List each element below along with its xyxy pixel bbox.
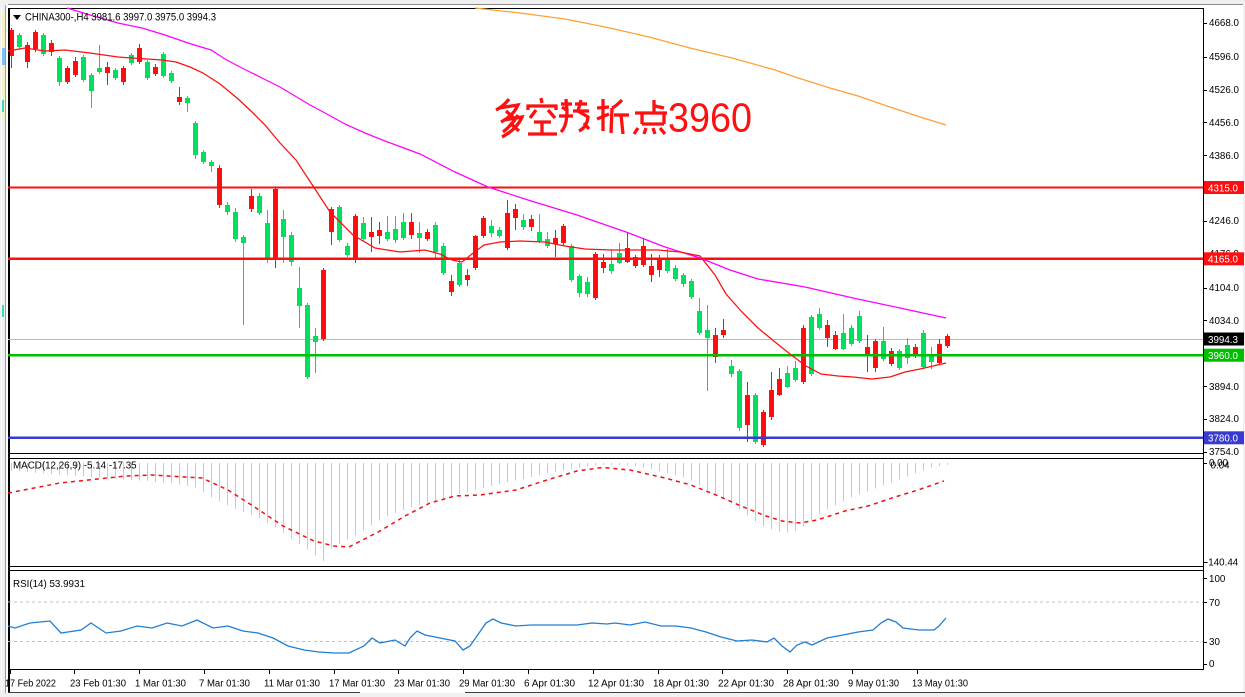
svg-text:23 Feb 01:30: 23 Feb 01:30 — [70, 679, 127, 690]
svg-text:12 Apr 01:30: 12 Apr 01:30 — [588, 679, 645, 690]
svg-text:30: 30 — [1209, 637, 1220, 648]
svg-text:28 Apr 01:30: 28 Apr 01:30 — [783, 679, 840, 690]
svg-text:3780.0: 3780.0 — [1208, 434, 1239, 445]
svg-text:0.00: 0.00 — [1209, 458, 1229, 469]
svg-text:3824.0: 3824.0 — [1209, 414, 1240, 425]
svg-text:22 Apr 01:30: 22 Apr 01:30 — [718, 679, 775, 690]
svg-text:CHINA300-,H4 3981.6 3997.0 397: CHINA300-,H4 3981.6 3997.0 3975.0 3994.3 — [25, 12, 216, 24]
svg-text:0: 0 — [1209, 659, 1215, 670]
svg-text:4104.0: 4104.0 — [1209, 283, 1240, 294]
svg-text:MACD(12,26,9) -5.14 -17.35: MACD(12,26,9) -5.14 -17.35 — [13, 461, 137, 472]
svg-text:3960: 3960 — [668, 95, 752, 141]
svg-text:1 Mar 01:30: 1 Mar 01:30 — [135, 679, 187, 690]
svg-text:23 Mar 01:30: 23 Mar 01:30 — [394, 679, 451, 690]
svg-text:6 Apr 01:30: 6 Apr 01:30 — [524, 679, 576, 690]
svg-text:70: 70 — [1209, 598, 1220, 609]
svg-text:17 Mar 01:30: 17 Mar 01:30 — [329, 679, 386, 690]
svg-text:18 Apr 01:30: 18 Apr 01:30 — [653, 679, 710, 690]
svg-text:4165.0: 4165.0 — [1208, 255, 1239, 266]
svg-text:3994.3: 3994.3 — [1208, 335, 1239, 346]
svg-text:RSI(14) 53.9931: RSI(14) 53.9931 — [13, 579, 85, 590]
svg-text:7 Mar 01:30: 7 Mar 01:30 — [199, 679, 251, 690]
svg-text:4246.0: 4246.0 — [1209, 216, 1240, 227]
svg-text:4596.0: 4596.0 — [1209, 52, 1240, 63]
svg-text:4456.0: 4456.0 — [1209, 118, 1240, 129]
svg-text:4386.0: 4386.0 — [1209, 151, 1240, 162]
svg-text:29 Mar 01:30: 29 Mar 01:30 — [459, 679, 516, 690]
svg-text:3960.0: 3960.0 — [1208, 351, 1239, 362]
svg-text:4034.0: 4034.0 — [1209, 316, 1240, 327]
svg-text:-140.44: -140.44 — [1205, 558, 1239, 569]
svg-text:4315.0: 4315.0 — [1208, 183, 1239, 194]
svg-text:3754.0: 3754.0 — [1209, 447, 1240, 458]
svg-text:13 May 01:30: 13 May 01:30 — [912, 679, 969, 690]
svg-text:11 Mar 01:30: 11 Mar 01:30 — [264, 679, 321, 690]
svg-text:9 May 01:30: 9 May 01:30 — [848, 679, 900, 690]
svg-text:4668.0: 4668.0 — [1209, 18, 1240, 29]
svg-text:0.04: 0.04 — [1211, 461, 1231, 472]
svg-text:17 Feb 2022: 17 Feb 2022 — [5, 679, 56, 690]
svg-text:4526.0: 4526.0 — [1209, 85, 1240, 96]
svg-text:100: 100 — [1209, 574, 1226, 585]
svg-text:3894.0: 3894.0 — [1209, 382, 1240, 393]
